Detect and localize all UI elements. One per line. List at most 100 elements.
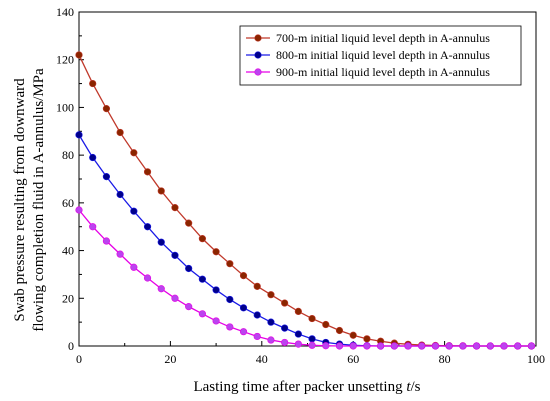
legend-item: 900-m initial liquid level depth in A-an…	[246, 65, 490, 79]
data-point	[212, 286, 220, 294]
x-tick-label: 20	[164, 352, 176, 366]
x-axis-ticks: 0 20 40 60 80 100	[76, 341, 545, 366]
y-tick-label: 40	[62, 244, 74, 258]
data-point	[335, 342, 344, 350]
y-tick-label: 0	[68, 339, 74, 353]
data-point	[116, 250, 124, 258]
x-tick-label: 60	[347, 352, 359, 366]
legend-label: 900-m initial liquid level depth in A-an…	[276, 65, 490, 79]
data-point	[294, 307, 302, 316]
data-point	[89, 79, 97, 88]
data-point	[253, 282, 261, 290]
data-point	[143, 168, 152, 176]
series-1	[75, 51, 536, 350]
data-point	[349, 331, 357, 339]
data-point	[157, 187, 165, 195]
data-point	[89, 223, 97, 231]
data-point	[143, 274, 152, 282]
data-point	[102, 173, 111, 181]
series-line	[78, 209, 532, 347]
data-point	[294, 330, 302, 338]
data-point	[157, 285, 165, 293]
data-point	[116, 190, 124, 199]
data-point	[239, 328, 248, 336]
series-line	[78, 54, 532, 347]
data-point	[171, 294, 179, 302]
legend-marker	[254, 68, 262, 76]
data-point	[335, 326, 344, 335]
legend-item: 800-m initial liquid level depth in A-an…	[246, 48, 490, 62]
data-point	[363, 342, 371, 350]
data-point	[171, 251, 179, 259]
data-point	[486, 342, 494, 350]
series-3	[75, 206, 536, 350]
data-point	[404, 342, 412, 350]
legend-marker	[254, 34, 262, 42]
data-point	[349, 342, 357, 350]
data-point	[308, 341, 316, 349]
x-axis-title: Lasting time after packer unsetting t/s	[193, 379, 420, 395]
legend-label: 800-m initial liquid level depth in A-an…	[276, 48, 490, 62]
y-axis-title-line-1: Swab pressure resulting from downward	[12, 78, 28, 322]
data-point	[445, 342, 453, 350]
data-point	[185, 219, 193, 227]
data-point	[267, 291, 275, 299]
data-point	[239, 272, 248, 280]
data-point	[267, 336, 275, 344]
legend-item: 700-m initial liquid level depth in A-an…	[246, 31, 490, 45]
data-point	[514, 342, 522, 350]
x-tick-label: 40	[256, 352, 268, 366]
data-point	[185, 303, 193, 311]
data-point	[75, 51, 83, 59]
y-tick-label: 140	[56, 5, 74, 19]
data-point	[322, 320, 330, 329]
data-point	[75, 131, 83, 139]
data-point	[198, 235, 206, 243]
data-point	[130, 263, 138, 271]
data-point	[75, 206, 83, 214]
data-point	[102, 105, 111, 113]
data-point	[102, 237, 111, 245]
data-point	[212, 248, 220, 256]
data-point	[308, 314, 316, 323]
series-2	[75, 131, 536, 350]
y-tick-label: 100	[56, 100, 74, 114]
y-axis-title-line-2: flowing completion fluid in A-annulus/MP…	[31, 68, 47, 332]
data-point	[198, 310, 206, 318]
data-point	[185, 264, 193, 273]
data-point	[130, 207, 138, 215]
data-point	[226, 260, 234, 268]
data-point	[377, 342, 385, 350]
legend-box	[239, 25, 522, 86]
legend: 700-m initial liquid level depth in A-an…	[239, 25, 522, 86]
data-point	[239, 304, 248, 312]
data-point	[431, 342, 440, 350]
data-point	[253, 311, 261, 319]
data-point	[226, 323, 234, 331]
series-layer	[75, 51, 536, 350]
data-point	[363, 335, 371, 343]
y-tick-label: 20	[62, 291, 74, 305]
data-point	[500, 342, 508, 350]
data-point	[198, 275, 206, 283]
data-point	[390, 342, 398, 350]
legend-marker	[254, 51, 262, 59]
data-point	[322, 342, 330, 350]
data-point	[212, 317, 220, 325]
data-point	[459, 342, 467, 350]
data-point	[308, 335, 316, 343]
x-tick-label: 0	[76, 352, 82, 366]
data-point	[418, 342, 426, 350]
x-tick-label: 80	[439, 352, 451, 366]
data-point	[267, 318, 275, 326]
data-point	[226, 295, 234, 304]
data-point	[527, 342, 536, 350]
data-point	[472, 342, 481, 350]
data-point	[281, 324, 289, 332]
data-point	[281, 299, 289, 307]
y-axis-ticks: 0 20 40 60 80 100 120 140	[56, 5, 84, 353]
y-tick-label: 120	[56, 53, 74, 67]
data-point	[130, 149, 138, 157]
x-tick-label: 100	[527, 352, 545, 366]
data-point	[143, 223, 152, 231]
